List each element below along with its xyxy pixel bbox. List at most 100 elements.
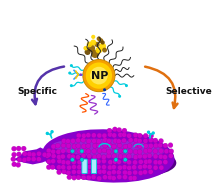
Circle shape — [66, 170, 71, 175]
Circle shape — [117, 175, 122, 180]
Circle shape — [133, 143, 138, 148]
FancyBboxPatch shape — [91, 159, 97, 174]
Circle shape — [147, 148, 152, 153]
Circle shape — [51, 149, 56, 154]
Circle shape — [103, 138, 108, 143]
Circle shape — [112, 133, 117, 138]
Circle shape — [97, 176, 102, 181]
Circle shape — [111, 165, 116, 170]
Circle shape — [71, 149, 74, 153]
Circle shape — [133, 160, 138, 165]
Circle shape — [127, 160, 131, 165]
Circle shape — [12, 162, 17, 167]
Circle shape — [111, 144, 116, 149]
Circle shape — [143, 170, 147, 175]
Circle shape — [101, 159, 106, 164]
Circle shape — [123, 170, 128, 175]
Circle shape — [61, 149, 65, 153]
Circle shape — [12, 146, 16, 151]
Circle shape — [103, 88, 106, 91]
Circle shape — [60, 154, 65, 159]
Circle shape — [101, 155, 106, 160]
Circle shape — [127, 154, 131, 159]
Circle shape — [82, 144, 86, 149]
Circle shape — [114, 149, 118, 153]
Circle shape — [56, 165, 61, 170]
Circle shape — [67, 175, 72, 180]
Circle shape — [158, 149, 164, 153]
FancyArrowPatch shape — [32, 67, 64, 104]
Circle shape — [46, 165, 51, 170]
Circle shape — [112, 159, 118, 164]
Text: Specific: Specific — [18, 87, 58, 96]
Circle shape — [102, 169, 107, 174]
Circle shape — [122, 128, 127, 133]
Circle shape — [86, 139, 91, 144]
Circle shape — [77, 170, 82, 174]
Circle shape — [99, 43, 106, 50]
Circle shape — [142, 154, 147, 159]
Circle shape — [16, 152, 21, 157]
Circle shape — [57, 170, 61, 175]
Circle shape — [51, 159, 56, 164]
Circle shape — [90, 40, 96, 46]
Circle shape — [93, 143, 97, 148]
Circle shape — [70, 64, 73, 67]
Ellipse shape — [44, 141, 176, 179]
Circle shape — [66, 139, 70, 144]
Circle shape — [143, 159, 148, 164]
Circle shape — [46, 159, 51, 164]
Circle shape — [16, 146, 21, 151]
Circle shape — [106, 139, 111, 143]
Circle shape — [51, 144, 56, 149]
Circle shape — [106, 149, 111, 154]
Circle shape — [97, 133, 102, 138]
Circle shape — [46, 152, 51, 157]
Circle shape — [71, 158, 74, 162]
Circle shape — [133, 149, 138, 154]
Circle shape — [76, 175, 81, 180]
Circle shape — [96, 139, 101, 144]
Circle shape — [61, 165, 66, 170]
Circle shape — [138, 159, 143, 164]
Circle shape — [70, 154, 75, 159]
Circle shape — [122, 132, 127, 137]
Circle shape — [82, 159, 87, 164]
Circle shape — [106, 153, 111, 158]
Circle shape — [66, 148, 72, 153]
Circle shape — [61, 169, 66, 174]
Circle shape — [71, 149, 76, 154]
Circle shape — [114, 158, 118, 162]
Circle shape — [86, 169, 91, 174]
Circle shape — [88, 44, 95, 52]
Circle shape — [50, 165, 55, 170]
Circle shape — [81, 138, 86, 143]
Circle shape — [122, 148, 127, 153]
Text: NP: NP — [91, 71, 109, 81]
Circle shape — [96, 143, 101, 148]
Circle shape — [133, 155, 138, 160]
Circle shape — [122, 154, 127, 159]
Circle shape — [142, 164, 147, 169]
Circle shape — [86, 133, 91, 138]
Circle shape — [96, 154, 101, 159]
Circle shape — [87, 154, 92, 159]
Circle shape — [148, 169, 153, 174]
Circle shape — [107, 128, 112, 133]
Text: Selective: Selective — [165, 87, 212, 96]
Circle shape — [57, 159, 62, 164]
Circle shape — [97, 169, 102, 174]
Circle shape — [153, 160, 158, 165]
Circle shape — [127, 133, 131, 138]
Circle shape — [72, 175, 77, 180]
Circle shape — [72, 160, 76, 165]
Circle shape — [132, 176, 137, 180]
Circle shape — [94, 42, 100, 47]
Circle shape — [67, 154, 72, 159]
Circle shape — [153, 149, 158, 154]
Circle shape — [50, 130, 54, 133]
Circle shape — [158, 139, 164, 143]
Circle shape — [118, 165, 123, 170]
Circle shape — [107, 143, 112, 148]
Circle shape — [92, 155, 97, 160]
